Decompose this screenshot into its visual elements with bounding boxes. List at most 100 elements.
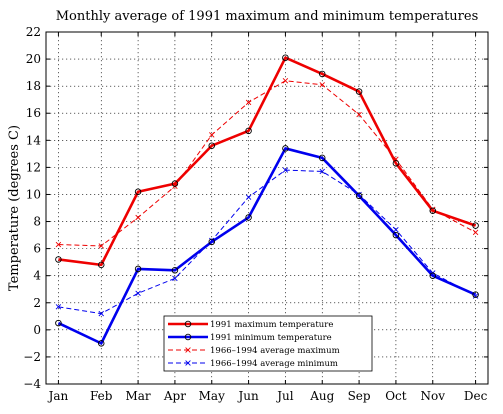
- x-marker-stroke: [185, 360, 191, 366]
- data-point: [393, 226, 399, 233]
- x-tick-label: Jun: [236, 389, 259, 403]
- data-point: [135, 290, 141, 297]
- y-tick-label: 2: [33, 296, 41, 310]
- series-line-0: [58, 56, 477, 267]
- x-marker-stroke: [245, 194, 252, 200]
- legend-swatch-marker: [185, 347, 191, 353]
- x-tick-label: Sep: [348, 389, 371, 403]
- x-tick-label: Oct: [385, 389, 407, 403]
- y-tick-label: 12: [26, 160, 41, 174]
- x-marker-stroke: [472, 229, 479, 236]
- data-point: [319, 70, 326, 78]
- data-point: [245, 99, 252, 106]
- x-marker-stroke: [245, 99, 252, 106]
- data-point: [282, 78, 289, 84]
- data-point: [98, 243, 104, 249]
- x-marker-stroke: [185, 347, 191, 353]
- data-point: [355, 88, 363, 95]
- data-point: [97, 340, 105, 347]
- y-tick-label: 14: [26, 133, 42, 147]
- x-tick-label: Jul: [275, 389, 294, 403]
- chart-title: Monthly average of 1991 maximum and mini…: [56, 9, 479, 24]
- data-point: [55, 319, 62, 327]
- data-point: [319, 154, 326, 162]
- data-point: [319, 82, 325, 88]
- data-point: [282, 54, 289, 61]
- series-line-1: [57, 147, 477, 345]
- data-point: [98, 310, 104, 317]
- y-tick-label: 16: [26, 106, 41, 120]
- data-point: [472, 229, 479, 236]
- axis-ticks: −4 −2 0 2 4 6 8 10 12 14 16 18 20 22 Jan Feb Mar Apr May Ju…: [23, 25, 488, 403]
- legend-label: 1966–1994 average minimum: [210, 359, 338, 369]
- legend: 1991 maximum temperature 1991 minimum tem…: [163, 315, 373, 372]
- data-point: [55, 241, 62, 248]
- series-1: [55, 145, 479, 347]
- x-marker-stroke: [55, 304, 62, 310]
- y-tick-label: 8: [33, 215, 41, 229]
- x-marker-stroke: [282, 167, 289, 173]
- y-tick-label: 22: [26, 25, 41, 39]
- data-point: [171, 180, 179, 187]
- data-point: [97, 261, 105, 269]
- data-point: [282, 167, 289, 173]
- data-point: [172, 275, 178, 282]
- legend-swatch-marker: [185, 360, 191, 366]
- data-point: [319, 168, 325, 175]
- data-point: [209, 132, 215, 138]
- y-tick-label: 6: [33, 242, 41, 256]
- y-tick-label: 20: [26, 52, 41, 66]
- data-point: [135, 214, 141, 221]
- data-point: [392, 231, 400, 239]
- legend-label: 1966–1994 average maximum: [210, 346, 340, 356]
- data-point: [429, 272, 437, 279]
- legend-swatch-marker: [184, 320, 192, 328]
- x-tick-label: Feb: [90, 389, 113, 403]
- y-axis-label: Temperature (degrees C): [7, 125, 22, 291]
- x-marker-stroke: [135, 214, 141, 221]
- data-point: [392, 160, 400, 167]
- x-tick-label: Dec: [464, 389, 488, 403]
- plot-frame: [45, 31, 489, 385]
- data-point: [282, 145, 289, 152]
- x-tick-label: Aug: [309, 389, 334, 403]
- data-point: [171, 267, 179, 274]
- y-tick-label: 4: [33, 269, 41, 283]
- x-tick-label: Apr: [163, 389, 186, 403]
- legend-label: 1991 minimum temperature: [210, 333, 332, 343]
- data-point: [355, 192, 363, 200]
- x-marker-stroke: [172, 275, 178, 282]
- data-point: [245, 214, 252, 221]
- x-marker-stroke: [472, 293, 479, 299]
- series-3: [55, 167, 479, 317]
- x-marker-stroke: [356, 111, 362, 118]
- y-tick-label: 10: [26, 187, 41, 201]
- x-marker-stroke: [98, 243, 104, 249]
- data-point: [245, 194, 252, 200]
- x-marker-stroke: [135, 290, 141, 297]
- data-point: [429, 207, 437, 214]
- y-tick-label: −4: [23, 377, 41, 391]
- x-marker-stroke: [319, 82, 325, 88]
- y-tick-label: −2: [23, 350, 41, 364]
- y-tick-label: 0: [33, 323, 41, 337]
- series-group: [55, 54, 479, 347]
- x-marker-stroke: [282, 78, 289, 84]
- data-point: [55, 304, 62, 310]
- data-point: [55, 256, 62, 263]
- series-line-3: [58, 169, 476, 315]
- x-tick-label: Nov: [420, 389, 445, 403]
- y-tick-label: 18: [26, 79, 41, 93]
- x-marker-stroke: [393, 226, 399, 233]
- data-point: [245, 127, 252, 135]
- x-marker-stroke: [319, 168, 325, 175]
- data-point: [472, 291, 479, 298]
- data-point: [134, 265, 142, 273]
- series-2: [55, 78, 479, 249]
- x-marker-stroke: [55, 241, 62, 248]
- x-tick-label: May: [199, 389, 225, 403]
- series-0: [55, 54, 479, 269]
- data-point: [356, 111, 362, 118]
- legend-label: 1991 maximum temperature: [210, 320, 333, 330]
